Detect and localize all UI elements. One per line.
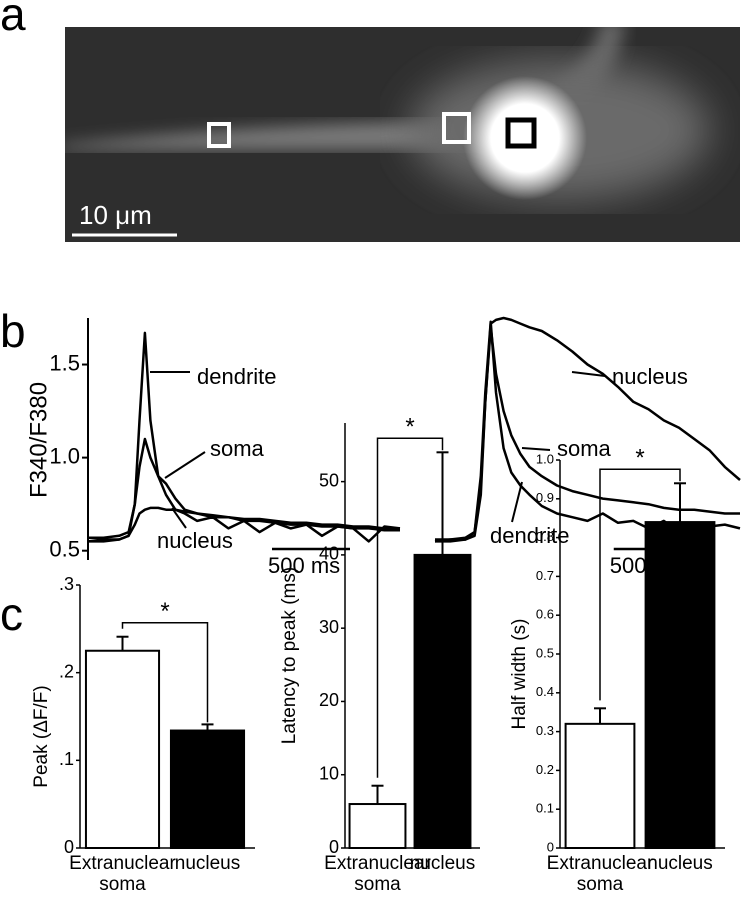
y-tick-label: .2 xyxy=(59,661,74,681)
y-tick-label: 1.0 xyxy=(49,443,80,468)
series-label: soma xyxy=(557,436,612,461)
x-tick-label: Extranuclear soma xyxy=(324,853,431,895)
y-tick-label: 0 xyxy=(64,837,74,857)
label-leader xyxy=(164,451,206,479)
bar xyxy=(84,649,161,849)
y-tick-label: 0.5 xyxy=(49,537,80,562)
y-tick-label: 50 xyxy=(319,470,339,490)
y-tick-label: .1 xyxy=(59,749,74,769)
series-label: dendrite xyxy=(490,523,570,548)
y-tick-label: 0 xyxy=(547,839,554,854)
y-axis-label: F340/F380 xyxy=(25,382,52,498)
bar xyxy=(564,722,636,850)
y-tick-label: 20 xyxy=(319,690,339,710)
x-tick-label: Extranuclear soma xyxy=(546,853,654,895)
significance-mark: * xyxy=(635,445,644,472)
significance-bracket xyxy=(599,468,681,701)
series-label: nucleus xyxy=(612,364,688,389)
y-tick-label: 1.5 xyxy=(49,350,80,375)
trace xyxy=(435,326,740,541)
trace xyxy=(435,320,741,543)
bar xyxy=(169,729,246,850)
significance-bracket xyxy=(121,621,209,723)
y-tick-label: 0.9 xyxy=(536,490,554,505)
y-tick-label: 30 xyxy=(319,617,339,637)
y-tick-label: 0.4 xyxy=(536,684,554,699)
panel-label: a xyxy=(0,0,26,40)
x-tick-label: Extranuclear soma xyxy=(69,853,176,895)
label-leader xyxy=(571,371,606,377)
significance-mark: * xyxy=(405,414,414,441)
bar xyxy=(348,803,407,850)
y-tick-label: 40 xyxy=(319,544,339,564)
trace xyxy=(434,316,741,543)
y-tick-label: 0.2 xyxy=(536,762,554,777)
y-tick-label: 0.3 xyxy=(536,723,554,738)
x-tick-label: nucleus xyxy=(409,853,476,874)
bar xyxy=(644,521,716,850)
panel-label: b xyxy=(0,305,26,357)
x-tick-label: nucleus xyxy=(647,853,713,874)
series-label: dendrite xyxy=(197,364,277,389)
label-leader xyxy=(521,447,551,451)
y-axis-label: Half width (s) xyxy=(509,619,530,730)
y-tick-label: 0.8 xyxy=(536,529,554,544)
y-tick-label: 0.7 xyxy=(536,568,554,583)
trace xyxy=(88,506,400,543)
panel-label: c xyxy=(0,588,23,640)
label-leader xyxy=(171,507,187,529)
y-tick-label: 0 xyxy=(329,837,339,857)
scale-bar-label: 10 μm xyxy=(79,200,152,230)
y-axis-label: Latency to peak (ms) xyxy=(279,567,300,744)
x-tick-label: nucleus xyxy=(174,853,241,874)
micrograph: 10 μm xyxy=(65,27,740,242)
significance-mark: * xyxy=(160,598,169,625)
y-tick-label: .3 xyxy=(59,574,74,594)
series-label: nucleus xyxy=(157,528,233,553)
y-axis-label: Peak (ΔF/F) xyxy=(31,685,52,787)
y-tick-label: 0.1 xyxy=(536,801,554,816)
y-tick-label: 10 xyxy=(319,763,339,783)
y-tick-label: 0.5 xyxy=(536,645,554,660)
bar xyxy=(413,553,472,849)
series-label: soma xyxy=(210,436,265,461)
y-tick-label: 1.0 xyxy=(536,451,554,466)
scale-bar-label: 500 ms xyxy=(268,553,340,578)
label-leader xyxy=(511,481,523,523)
significance-bracket xyxy=(376,437,444,778)
y-tick-label: 0.6 xyxy=(536,607,554,622)
